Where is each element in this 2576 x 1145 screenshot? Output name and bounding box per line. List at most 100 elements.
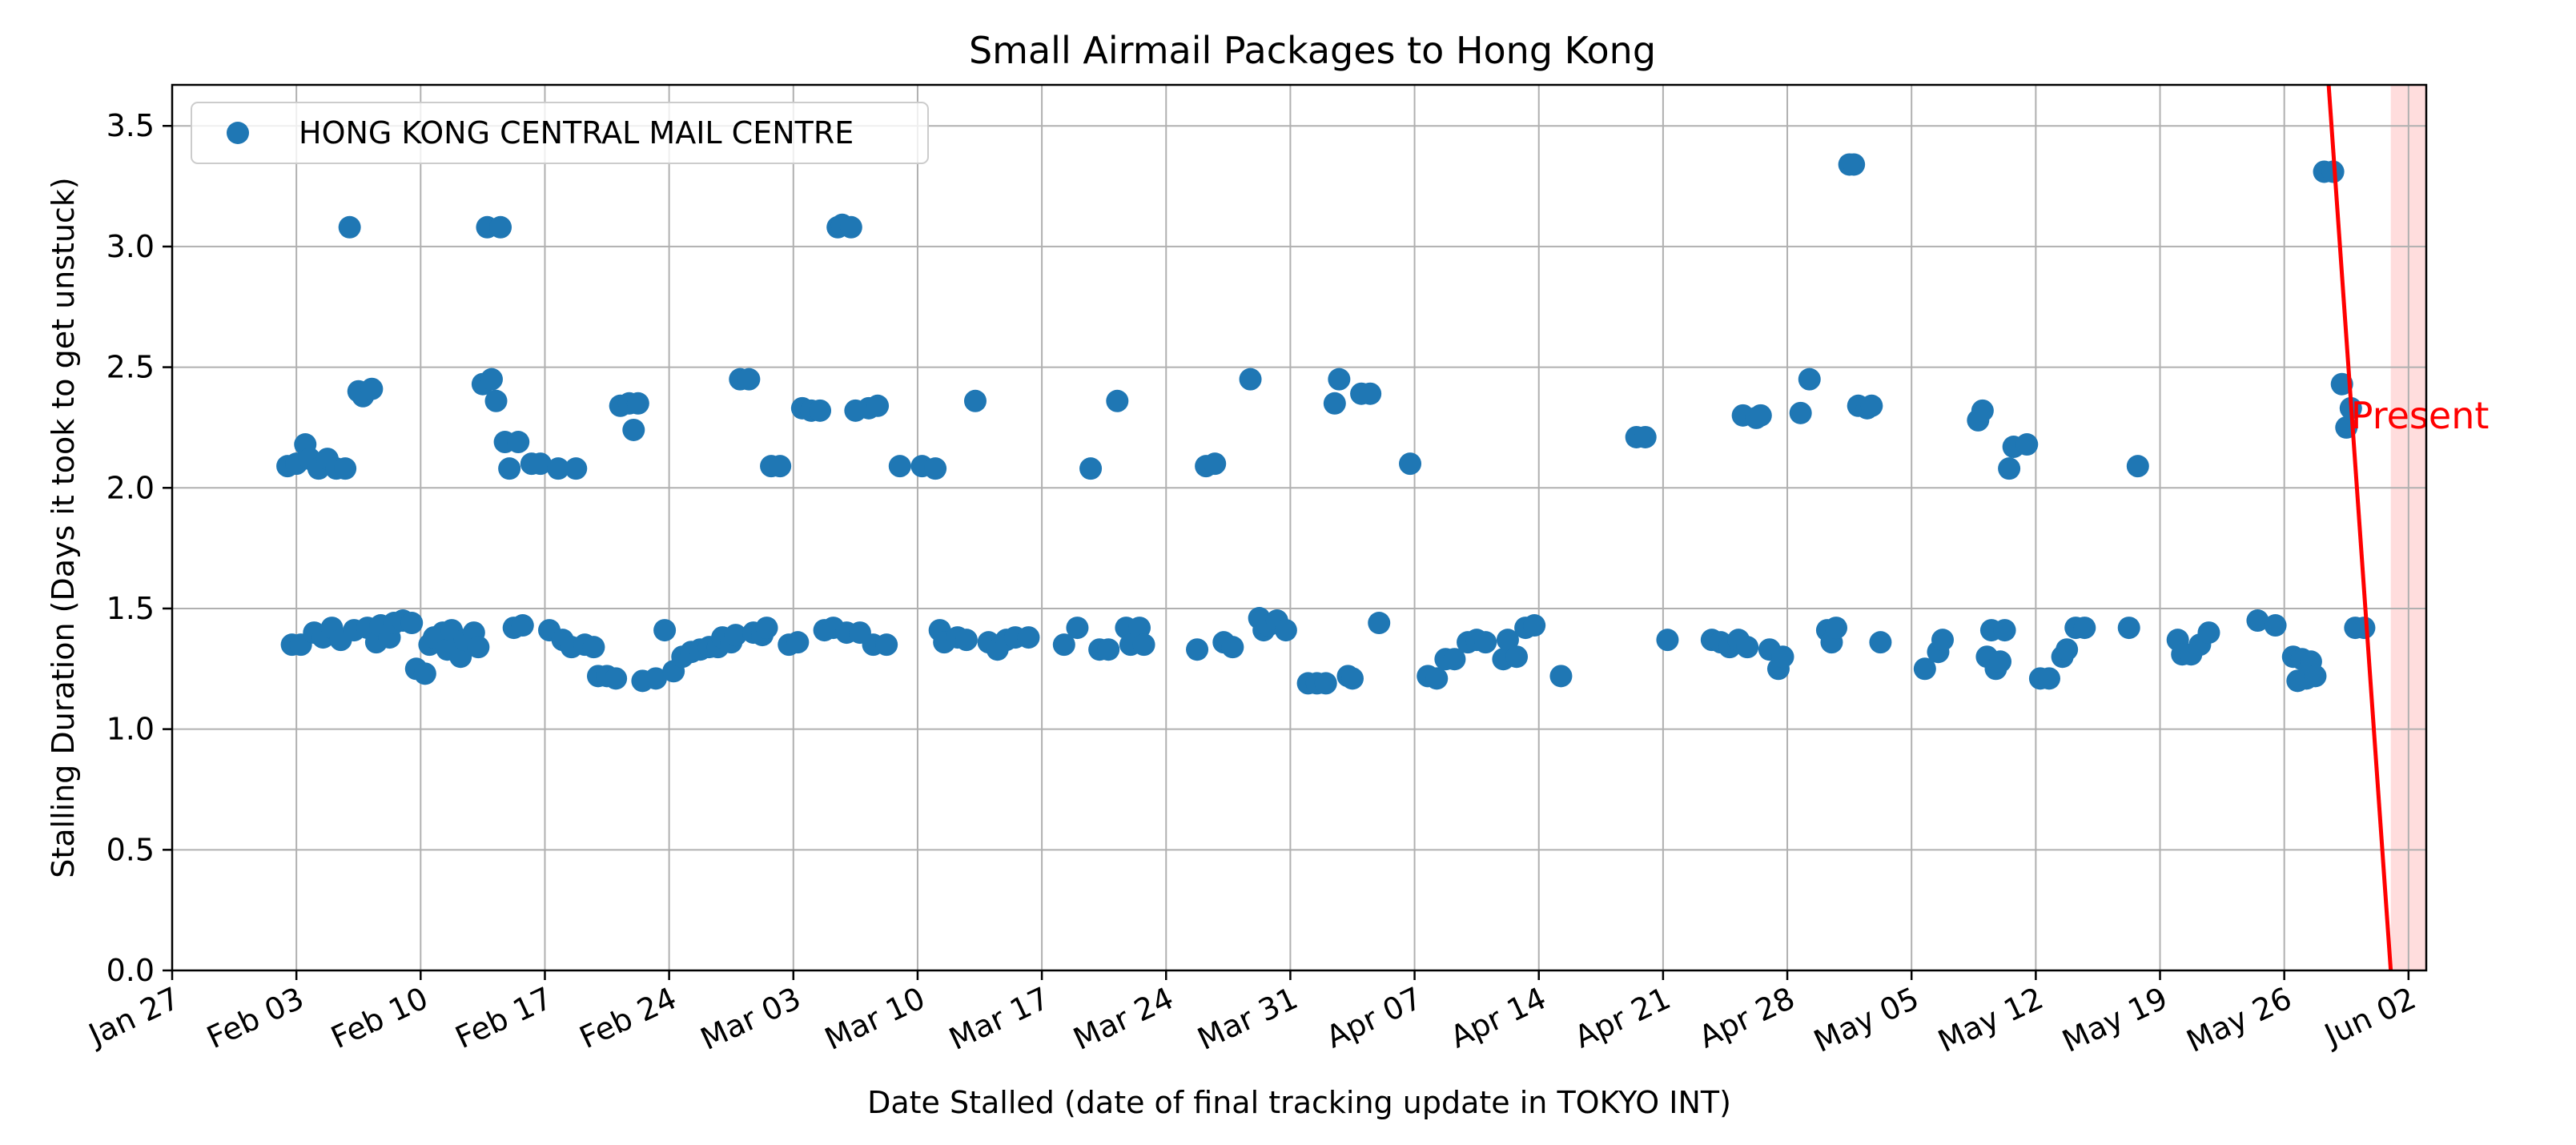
data-point [963,389,987,412]
data-point [1971,399,1994,422]
data-point [626,392,649,415]
axes-frame [171,83,2428,972]
data-point [582,636,605,659]
data-point [786,631,810,654]
data-point [1656,629,1679,652]
data-point [1798,368,1821,391]
data-points [276,153,2376,695]
data-point [1771,645,1794,669]
data-point [839,215,862,239]
data-point [1017,626,1040,649]
data-point [724,624,747,647]
data-point [769,455,792,478]
data-point [507,431,530,454]
data-point [866,394,890,417]
present-annotation: Present [2351,394,2490,437]
y-tick-label: 1.5 [106,591,155,626]
data-point [1314,672,1337,695]
data-point [2246,609,2269,633]
legend-label: HONG KONG CENTRAL MAIL CENTRE [299,115,854,151]
data-point [1106,389,1129,412]
data-point [413,662,436,685]
data-point [1274,619,1297,642]
data-point [484,389,508,412]
data-point [334,457,357,480]
data-point [1993,619,2016,642]
data-point [547,457,570,480]
data-point [1749,404,1772,427]
data-point [1399,452,1422,476]
data-point [2126,455,2149,478]
data-point [1736,636,1759,659]
axes-background [172,85,2426,970]
chart-title: Small Airmail Packages to Hong Kong [969,29,1656,72]
data-point [2073,617,2096,640]
data-point [1931,629,1954,652]
data-point [1066,617,1089,640]
data-point [645,667,668,690]
data-point [2264,614,2287,637]
y-tick-label: 3.0 [106,229,155,264]
data-point [875,633,898,657]
data-point [809,399,832,422]
legend-box [191,102,929,164]
y-tick-label: 0.5 [106,832,155,867]
data-point [1549,665,1573,688]
data-point [360,377,384,400]
legend: HONG KONG CENTRAL MAIL CENTRE [191,102,929,164]
y-tick-label: 1.0 [106,712,155,747]
data-point [1789,401,1812,424]
data-point [528,452,552,476]
data-point [2197,621,2220,645]
data-point [1474,631,1497,654]
data-point [2304,665,2327,688]
data-point [924,457,947,480]
data-point [565,457,588,480]
data-point [1221,636,1244,659]
data-point [1128,617,1151,640]
data-point [449,645,472,669]
data-point [1425,667,1449,690]
data-point [1359,382,1382,405]
data-point [1097,638,1120,661]
y-tick-label: 3.5 [106,108,155,143]
data-point [1989,650,2012,673]
data-point [2056,638,2079,661]
data-point [511,614,534,637]
data-point [338,215,361,239]
data-point [1186,638,1209,661]
data-point [1239,368,1262,391]
data-point [1443,648,1466,671]
data-point [1496,629,1519,652]
data-point [954,629,978,652]
data-point [498,457,521,480]
data-point [2117,617,2140,640]
y-axis-ticks: 0.0 0.5 1.0 1.5 2.0 2.5 3.0 3.5 [106,108,172,988]
data-point [2015,433,2039,456]
data-point [1204,452,1227,476]
data-point [1052,633,1075,657]
data-point [622,418,645,441]
data-point [2353,617,2376,640]
data-point [1869,631,1892,654]
data-point [1860,394,1883,417]
x-axis-label: Date Stalled (date of final tracking upd… [867,1085,1731,1120]
data-point [400,612,424,635]
data-point [1634,425,1657,448]
data-point [467,636,490,659]
data-point [605,667,628,690]
y-axis-label: Stalling Duration (Days it took to get u… [46,177,81,878]
data-point [2037,667,2060,690]
data-point [1998,457,2021,480]
y-tick-label: 2.0 [106,470,155,505]
data-point [1523,614,1546,637]
data-point [1913,657,1936,681]
plot-area: Present [171,83,2490,972]
data-point [888,455,911,478]
y-tick-label: 0.0 [106,953,155,988]
data-point [1340,667,1364,690]
data-point [1505,645,1529,669]
data-point [1132,633,1155,657]
data-point [1323,392,1346,415]
